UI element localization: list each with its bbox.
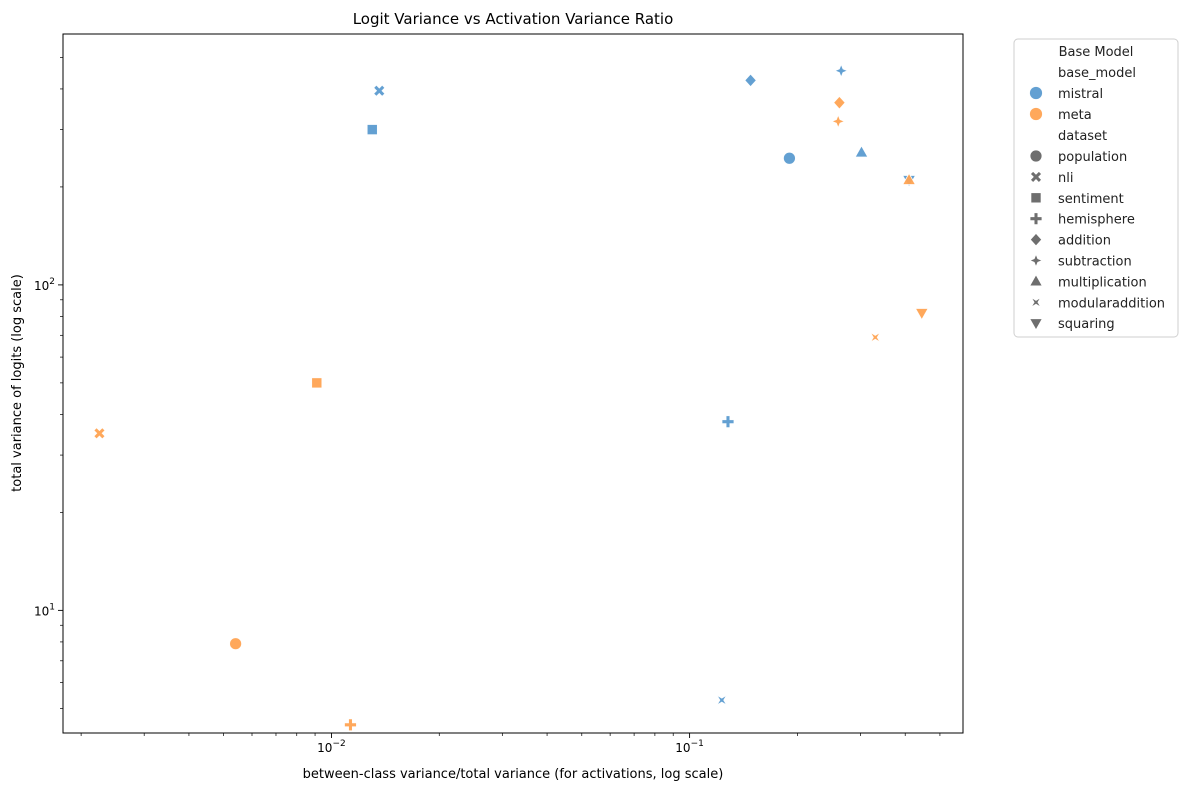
legend-style-label-multiplication: multiplication xyxy=(1058,275,1147,290)
point-mistral-nli xyxy=(373,84,386,97)
legend-title: Base Model xyxy=(1059,45,1134,60)
point-meta-hemisphere xyxy=(344,718,357,732)
legend-hue-label-meta: meta xyxy=(1058,108,1092,123)
legend-hue-entries: mistral meta xyxy=(1029,86,1103,123)
legend-box xyxy=(1013,38,1179,338)
point-mistral-modularaddition xyxy=(716,694,727,706)
y-axis-ticks: 101 102 xyxy=(34,57,63,709)
x-tick-label-0: 10−2 xyxy=(317,739,346,755)
legend-style-marker-hemisphere xyxy=(1029,212,1043,226)
point-mistral-addition xyxy=(744,73,757,88)
legend-style-label-subtraction: subtraction xyxy=(1058,255,1132,270)
point-meta-population xyxy=(229,637,243,651)
legend-style-marker-multiplication xyxy=(1029,273,1043,287)
legend-style-header: dataset xyxy=(1058,129,1107,144)
x-tick-label-1: 10−1 xyxy=(675,739,704,755)
legend-style-label-addition: addition xyxy=(1058,234,1111,249)
legend-style-marker-squaring xyxy=(1029,318,1043,331)
legend-style-marker-population xyxy=(1029,149,1043,163)
point-meta-sentiment xyxy=(311,377,323,389)
legend-style-label-sentiment: sentiment xyxy=(1058,192,1124,207)
point-mistral-subtraction xyxy=(833,63,849,79)
point-meta-nli xyxy=(93,427,106,440)
plot-area xyxy=(63,34,963,733)
x-axis-ticks: 10−2 10−1 xyxy=(80,733,941,755)
point-meta-modularaddition xyxy=(870,332,881,343)
point-meta-subtraction xyxy=(830,113,846,129)
point-mistral-multiplication xyxy=(854,145,869,158)
legend-style-marker-sentiment xyxy=(1030,192,1042,204)
y-axis-label: total variance of logits (log scale) xyxy=(10,274,25,492)
point-mistral-population xyxy=(783,151,796,165)
chart-title: Logit Variance vs Activation Variance Ra… xyxy=(353,10,674,28)
legend-style-entries: population nli sentiment hemisphere addition… xyxy=(1028,149,1165,332)
legend-hue-header: base_model xyxy=(1058,66,1136,81)
legend-hue-label-mistral: mistral xyxy=(1058,87,1103,102)
legend-style-marker-modularaddition xyxy=(1030,297,1042,308)
legend-hue-marker-mistral xyxy=(1029,86,1043,100)
point-meta-multiplication xyxy=(902,172,917,185)
y-tick-label-1: 102 xyxy=(34,277,55,293)
legend-style-label-hemisphere: hemisphere xyxy=(1058,213,1135,228)
point-mistral-sentiment xyxy=(366,124,378,136)
point-mistral-hemisphere xyxy=(721,415,735,429)
y-tick-label-0: 101 xyxy=(34,602,55,618)
points-layer xyxy=(93,63,929,732)
legend-style-label-population: population xyxy=(1058,150,1127,165)
legend-style-marker-addition xyxy=(1029,232,1043,247)
legend-style-label-modularaddition: modularaddition xyxy=(1058,296,1165,311)
point-meta-squaring xyxy=(914,308,929,321)
legend-style-marker-subtraction xyxy=(1028,253,1044,268)
legend-hue-marker-meta xyxy=(1029,107,1043,121)
x-axis-label: between-class variance/total variance (f… xyxy=(303,767,724,782)
legend-style-label-nli: nli xyxy=(1058,171,1073,186)
plot-frame xyxy=(62,33,964,734)
legend-style-marker-nli xyxy=(1029,170,1043,184)
point-meta-addition xyxy=(833,95,846,110)
legend: Base Model base_model mistral meta datase… xyxy=(1013,38,1179,338)
legend-style-label-squaring: squaring xyxy=(1058,317,1115,332)
